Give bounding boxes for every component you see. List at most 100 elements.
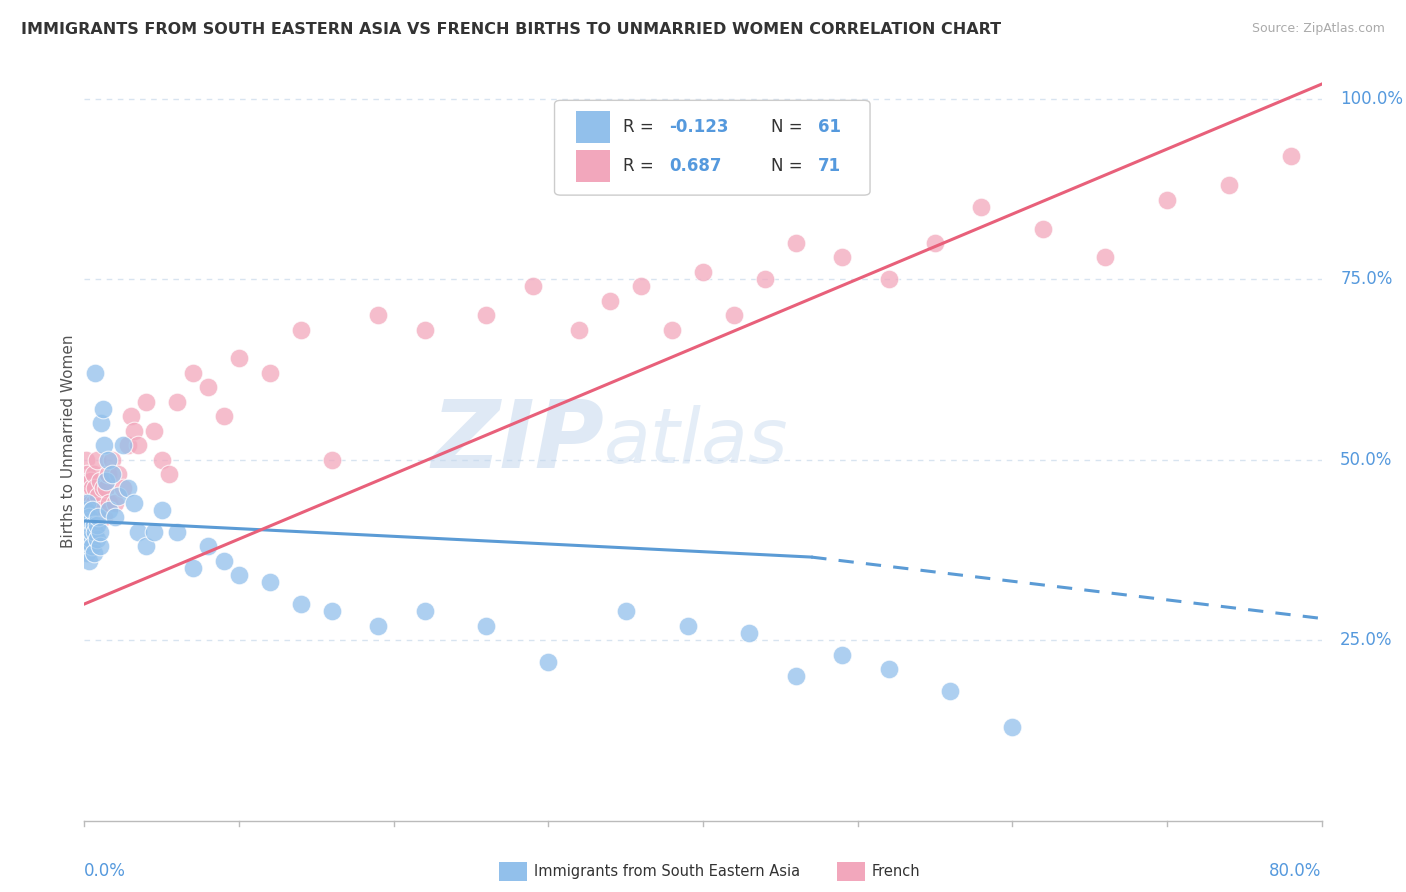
Point bbox=[150, 452, 173, 467]
Point bbox=[89, 524, 111, 539]
Point bbox=[76, 482, 98, 496]
Point bbox=[135, 394, 157, 409]
Point bbox=[98, 496, 121, 510]
Point bbox=[367, 308, 389, 322]
Point bbox=[143, 424, 166, 438]
Point bbox=[98, 503, 121, 517]
Point bbox=[79, 475, 101, 489]
Text: IMMIGRANTS FROM SOUTH EASTERN ASIA VS FRENCH BIRTHS TO UNMARRIED WOMEN CORRELATI: IMMIGRANTS FROM SOUTH EASTERN ASIA VS FR… bbox=[21, 22, 1001, 37]
Point bbox=[135, 539, 157, 553]
Point bbox=[77, 524, 100, 539]
Point bbox=[127, 524, 149, 539]
Point bbox=[831, 251, 853, 265]
Point bbox=[212, 554, 235, 568]
Point bbox=[568, 323, 591, 337]
Point bbox=[831, 648, 853, 662]
Point bbox=[77, 510, 100, 524]
Text: 0.687: 0.687 bbox=[669, 157, 723, 176]
Point bbox=[159, 467, 180, 481]
Point bbox=[79, 532, 101, 546]
Point bbox=[143, 524, 166, 539]
Point bbox=[83, 467, 105, 481]
Point bbox=[150, 503, 173, 517]
Point bbox=[76, 496, 98, 510]
Point bbox=[76, 496, 98, 510]
Point bbox=[1341, 91, 1364, 105]
Point bbox=[785, 669, 807, 683]
Point bbox=[76, 467, 98, 481]
Text: R =: R = bbox=[623, 118, 658, 136]
Point bbox=[1094, 251, 1116, 265]
Point bbox=[104, 510, 127, 524]
Point bbox=[82, 503, 104, 517]
Point bbox=[676, 618, 699, 632]
Point bbox=[90, 417, 112, 431]
Point bbox=[537, 655, 560, 669]
Point bbox=[76, 546, 98, 560]
Point bbox=[117, 438, 139, 452]
Point bbox=[939, 683, 962, 698]
Text: 100.0%: 100.0% bbox=[1340, 89, 1403, 108]
Point bbox=[614, 604, 637, 618]
Point bbox=[1218, 178, 1240, 193]
FancyBboxPatch shape bbox=[575, 111, 610, 143]
Point bbox=[77, 510, 100, 524]
Point bbox=[77, 475, 100, 489]
Y-axis label: Births to Unmarried Women: Births to Unmarried Women bbox=[60, 334, 76, 549]
Point bbox=[84, 366, 107, 380]
Point bbox=[84, 517, 107, 532]
Point bbox=[785, 235, 807, 250]
Point bbox=[76, 517, 98, 532]
Point bbox=[77, 539, 100, 553]
Point bbox=[1279, 149, 1302, 163]
Point bbox=[1032, 221, 1054, 235]
Point bbox=[181, 366, 204, 380]
Point bbox=[122, 424, 145, 438]
Point bbox=[87, 510, 110, 524]
Text: Immigrants from South Eastern Asia: Immigrants from South Eastern Asia bbox=[534, 864, 800, 879]
Text: 80.0%: 80.0% bbox=[1270, 863, 1322, 880]
Point bbox=[96, 452, 118, 467]
Point bbox=[94, 482, 117, 496]
Point bbox=[89, 475, 111, 489]
Text: French: French bbox=[872, 864, 921, 879]
Point bbox=[90, 503, 112, 517]
Point bbox=[259, 575, 281, 590]
Point bbox=[75, 539, 97, 553]
Point bbox=[877, 662, 900, 676]
Point bbox=[84, 482, 107, 496]
Point bbox=[166, 394, 188, 409]
Text: ZIP: ZIP bbox=[432, 395, 605, 488]
Point bbox=[82, 524, 104, 539]
Text: Source: ZipAtlas.com: Source: ZipAtlas.com bbox=[1251, 22, 1385, 36]
Point bbox=[101, 452, 124, 467]
Text: N =: N = bbox=[770, 118, 808, 136]
Point bbox=[75, 524, 97, 539]
Point bbox=[107, 467, 129, 481]
Point bbox=[290, 597, 312, 611]
Point bbox=[692, 265, 714, 279]
Point bbox=[599, 293, 621, 308]
Point bbox=[117, 482, 139, 496]
Point bbox=[413, 323, 436, 337]
Point bbox=[754, 272, 776, 286]
Point bbox=[104, 496, 127, 510]
Text: -0.123: -0.123 bbox=[669, 118, 730, 136]
Point bbox=[91, 402, 114, 417]
FancyBboxPatch shape bbox=[554, 101, 870, 195]
Point bbox=[93, 438, 115, 452]
Point bbox=[75, 503, 97, 517]
Point bbox=[76, 532, 98, 546]
Point bbox=[1001, 720, 1024, 734]
Point bbox=[93, 510, 115, 524]
Point bbox=[87, 489, 110, 503]
Text: 71: 71 bbox=[818, 157, 841, 176]
Point bbox=[228, 568, 250, 582]
Point bbox=[83, 546, 105, 560]
Point bbox=[630, 279, 652, 293]
Point bbox=[321, 604, 343, 618]
Point bbox=[122, 496, 145, 510]
Point bbox=[79, 496, 101, 510]
Point bbox=[228, 351, 250, 366]
Point bbox=[94, 475, 117, 489]
